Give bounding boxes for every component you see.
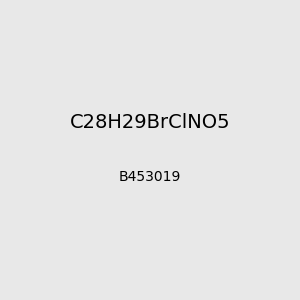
Text: B453019: B453019 [119, 170, 181, 184]
Text: C28H29BrClNO5: C28H29BrClNO5 [70, 113, 230, 133]
